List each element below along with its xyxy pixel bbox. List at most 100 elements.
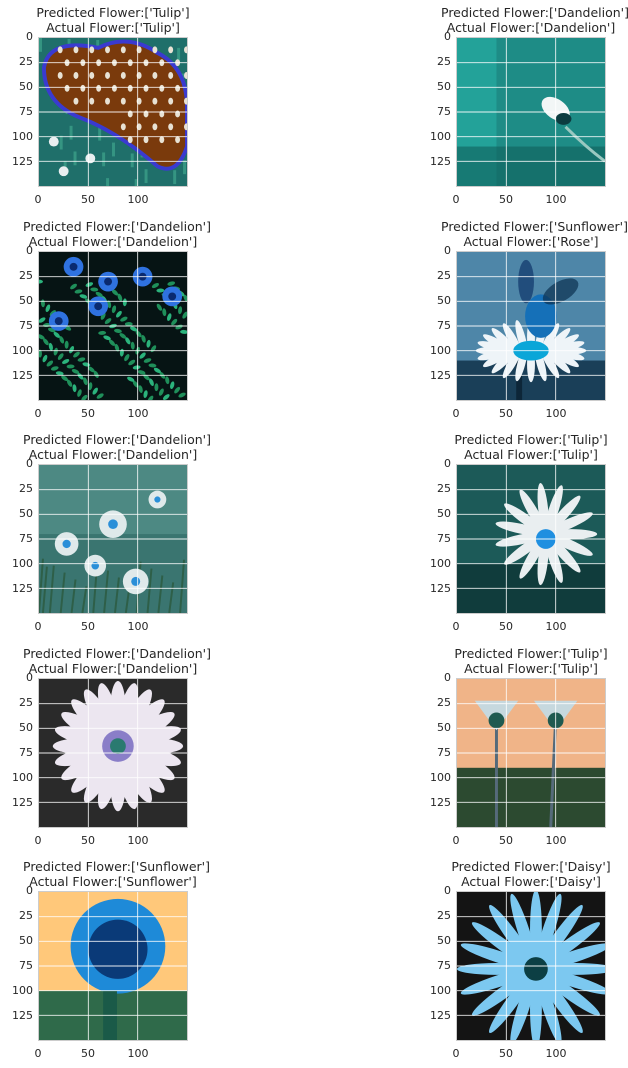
blue-sunflower-field-photo [39,252,187,400]
x-tick-label: 0 [34,620,42,633]
x-tick-label: 0 [34,407,42,420]
y-tick-label: 125 [12,1009,33,1022]
predicted-label: Predicted Flower:['Tulip'] [454,646,608,661]
panel-title: Predicted Flower:['Sunflower'] Actual Flo… [441,219,628,249]
predicted-label: Predicted Flower:['Dandelion'] [23,219,211,234]
pale-gerbera-photo [39,679,187,827]
y-tick-label: 50 [19,934,33,947]
panel-title: Predicted Flower:['Dandelion'] Actual Flo… [441,5,628,35]
y-tick-label: 0 [26,884,33,897]
y-tick-label: 75 [437,105,451,118]
x-tick-label: 0 [452,1047,460,1060]
y-tick-label: 75 [19,319,33,332]
predicted-label: Predicted Flower:['Dandelion'] [23,432,211,447]
x-tick-label: 100 [127,1047,149,1060]
y-tick-label: 0 [26,30,33,43]
x-tick-label: 0 [452,834,460,847]
x-tick-label: 100 [127,193,149,206]
y-tick-label: 25 [437,482,451,495]
x-tick-label: 0 [452,193,460,206]
y-tick-label: 0 [444,30,451,43]
x-tick-label: 50 [499,407,513,420]
actual-label: Actual Flower:['Dandelion'] [28,234,198,249]
panel-title: Predicted Flower:['Dandelion'] Actual Flo… [23,219,211,249]
y-tick-label: 125 [430,155,451,168]
actual-label: Actual Flower:['Rose'] [463,234,599,249]
y-tick-label: 25 [19,269,33,282]
x-tick-label: 100 [127,407,149,420]
y-tick-label: 100 [12,557,33,570]
y-tick-label: 50 [437,294,451,307]
y-tick-label: 75 [437,746,451,759]
single-white-bud-teal-photo [457,38,605,186]
y-tick-label: 50 [19,721,33,734]
panel-title: Predicted Flower:['Daisy'] Actual Flower:… [441,859,621,889]
y-tick-label: 0 [444,671,451,684]
panel-title: Predicted Flower:['Dandelion'] Actual Flo… [23,432,211,462]
predicted-label: Predicted Flower:['Dandelion'] [23,646,211,661]
x-tick-label: 50 [81,407,95,420]
actual-label: Actual Flower:['Tulip'] [464,447,598,462]
y-tick-label: 25 [437,269,451,282]
panel-title: Predicted Flower:['Dandelion'] Actual Flo… [23,646,211,676]
y-tick-label: 125 [12,155,33,168]
y-tick-label: 25 [437,55,451,68]
y-tick-label: 100 [12,771,33,784]
actual-label: Actual Flower:['Dandelion'] [446,20,616,35]
y-tick-label: 25 [19,696,33,709]
x-tick-label: 50 [499,193,513,206]
y-tick-label: 125 [430,369,451,382]
x-tick-label: 100 [545,834,567,847]
y-tick-label: 75 [19,105,33,118]
y-tick-label: 75 [437,959,451,972]
flower-image-axes [38,251,188,401]
y-tick-label: 75 [437,319,451,332]
y-tick-label: 50 [437,507,451,520]
actual-label: Actual Flower:['Sunflower'] [29,874,197,889]
y-tick-label: 100 [12,984,33,997]
panel-title: Predicted Flower:['Sunflower'] Actual Flo… [23,859,210,889]
y-tick-label: 125 [12,582,33,595]
x-tick-label: 100 [127,620,149,633]
predicted-label: Predicted Flower:['Tulip'] [454,432,608,447]
flower-image-axes [38,464,188,614]
y-tick-label: 0 [26,244,33,257]
y-tick-label: 50 [19,294,33,307]
y-tick-label: 100 [12,130,33,143]
y-tick-label: 125 [430,1009,451,1022]
y-tick-label: 25 [19,909,33,922]
y-tick-label: 75 [19,746,33,759]
y-tick-label: 0 [26,457,33,470]
y-tick-label: 100 [430,130,451,143]
x-tick-label: 50 [499,834,513,847]
x-tick-label: 0 [34,193,42,206]
wilted-daisies-orange-sky-photo [457,679,605,827]
y-tick-label: 100 [430,984,451,997]
white-daisy-blue-center-photo [457,465,605,613]
x-tick-label: 50 [499,620,513,633]
y-tick-label: 0 [444,457,451,470]
x-tick-label: 50 [81,1047,95,1060]
y-tick-label: 75 [19,532,33,545]
flower-image-axes [456,678,606,828]
y-tick-label: 100 [430,557,451,570]
y-tick-label: 0 [444,244,451,257]
y-tick-label: 25 [437,909,451,922]
x-tick-label: 100 [545,193,567,206]
y-tick-label: 125 [12,796,33,809]
y-tick-label: 0 [26,671,33,684]
y-tick-label: 50 [19,507,33,520]
panel-title: Predicted Flower:['Tulip'] Actual Flower:… [441,432,621,462]
y-tick-label: 25 [19,482,33,495]
y-tick-label: 75 [19,959,33,972]
actual-label: Actual Flower:['Tulip'] [464,661,598,676]
actual-label: Actual Flower:['Dandelion'] [28,661,198,676]
flower-image-axes [456,251,606,401]
x-tick-label: 50 [81,834,95,847]
actual-label: Actual Flower:['Daisy'] [461,874,601,889]
predicted-label: Predicted Flower:['Daisy'] [451,859,611,874]
blue-daisy-dark-photo [457,892,605,1040]
flower-image-axes [38,891,188,1041]
x-tick-label: 100 [127,834,149,847]
y-tick-label: 100 [12,344,33,357]
